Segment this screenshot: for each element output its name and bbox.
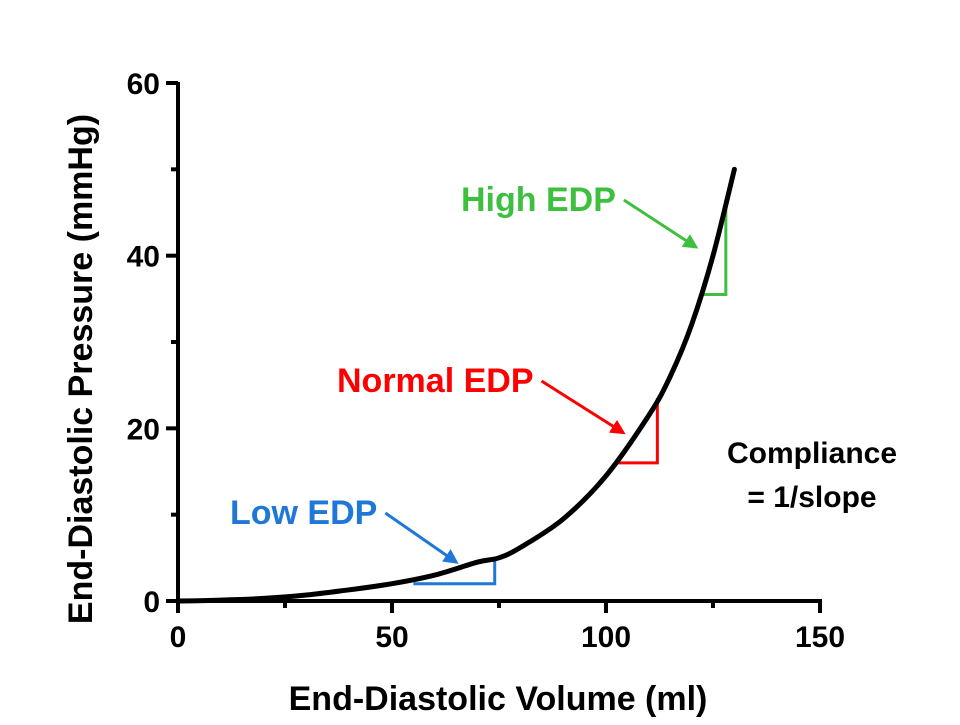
low-edp-slope-triangle <box>413 557 497 586</box>
x-tick-label: 0 <box>170 621 187 654</box>
y-axis-title: End-Diastolic Pressure (mmHg) <box>62 114 100 624</box>
pressure-volume-curve <box>175 166 737 604</box>
low-edp-arrow <box>384 511 459 564</box>
high-edp-arrow <box>623 198 699 249</box>
normal-edp-label: Normal EDP <box>337 362 534 400</box>
low-edp-label: Low EDP <box>230 494 377 532</box>
compliance-note-line2: = 1/slope <box>747 481 876 514</box>
tick-labels: 0 50 100 150 0 20 40 60 <box>127 68 845 654</box>
slope-triangles <box>413 199 728 586</box>
axis-ticks <box>166 81 822 613</box>
normal-edp-slope-triangle <box>614 398 659 465</box>
y-tick-label: 0 <box>143 586 160 619</box>
normal-edp-arrow <box>540 379 626 435</box>
x-tick-label: 150 <box>795 621 845 654</box>
high-edp-label: High EDP <box>461 181 616 219</box>
annotation-arrows <box>384 198 699 564</box>
high-edp-slope-triangle <box>700 199 728 297</box>
compliance-note-line1: Compliance <box>727 437 897 470</box>
x-tick-label: 100 <box>581 621 631 654</box>
y-tick-label: 20 <box>127 413 160 446</box>
y-tick-label: 60 <box>127 68 160 101</box>
y-tick-label: 40 <box>127 241 160 274</box>
x-axis-title: End-Diastolic Volume (ml) <box>289 680 708 718</box>
x-tick-label: 50 <box>375 621 408 654</box>
